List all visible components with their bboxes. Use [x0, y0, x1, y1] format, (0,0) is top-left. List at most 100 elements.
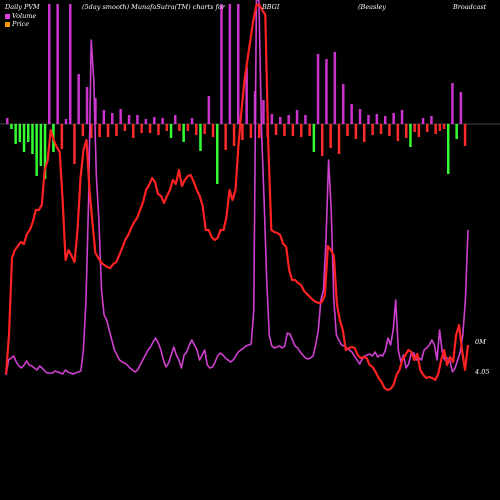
volume-bar	[455, 124, 458, 139]
volume-bar	[346, 124, 349, 136]
volume-bar	[291, 124, 295, 136]
volume-bar	[232, 124, 236, 146]
volume-bar	[14, 124, 17, 144]
volume-bar	[157, 124, 160, 135]
volume-bar	[400, 110, 404, 124]
volume-bar	[22, 124, 26, 152]
volume-bar	[375, 114, 379, 124]
volume-bar	[287, 115, 290, 124]
volume-bar	[342, 84, 345, 124]
volume-bar	[182, 124, 185, 142]
volume-bar	[153, 117, 156, 124]
volume-bar	[304, 115, 307, 124]
volume-bar	[300, 124, 303, 137]
volume-bar	[132, 124, 135, 138]
legend-volume-swatch	[5, 13, 10, 19]
volume-bar	[409, 124, 412, 147]
chart-header-mid: (5day smooth) MunafaSutra(TM) charts for	[82, 3, 225, 11]
volume-bar	[186, 124, 190, 131]
volume-bar	[241, 124, 244, 140]
price-axis-label: 4.05	[475, 368, 490, 376]
volume-bar	[237, 4, 240, 124]
volume-bar	[64, 119, 68, 124]
volume-bar	[392, 113, 395, 124]
volume-bar	[27, 124, 30, 142]
volume-bar	[48, 4, 51, 124]
volume-bar	[308, 124, 311, 136]
volume-bar	[295, 110, 299, 124]
volume-axis-label: 0M	[475, 338, 486, 346]
volume-bar	[388, 124, 391, 136]
volume-bar	[258, 124, 261, 138]
volume-bar	[69, 4, 72, 124]
volume-bar	[56, 4, 59, 124]
volume-bar	[207, 96, 211, 124]
volume-bar	[35, 124, 38, 176]
volume-bar	[463, 124, 467, 146]
volume-bar	[31, 124, 34, 154]
legend-price: Price	[5, 20, 29, 28]
volume-bar	[148, 124, 152, 133]
volume-bar	[161, 118, 164, 124]
volume-bar	[325, 59, 328, 124]
volume-bar	[199, 124, 202, 151]
volume-bar	[165, 124, 169, 131]
volume-bar	[371, 124, 374, 135]
volume-bar	[274, 124, 278, 135]
volume-bar	[136, 115, 139, 124]
volume-bar	[405, 124, 408, 138]
volume-bar	[363, 124, 366, 142]
volume-bar	[426, 124, 429, 132]
volume-bar	[73, 124, 76, 164]
volume-bar	[350, 104, 353, 124]
volume-bar	[169, 124, 173, 138]
volume-bar	[279, 117, 282, 124]
volume-bar	[421, 118, 425, 124]
volume-bar	[442, 124, 446, 129]
legend-volume: Volume	[5, 12, 36, 20]
volume-bar	[90, 124, 93, 138]
chart-header-left: Daily PVM	[5, 3, 40, 11]
volume-bar	[81, 124, 85, 136]
volume-bar	[312, 124, 316, 152]
volume-bar	[354, 124, 358, 139]
volume-bar	[178, 124, 181, 131]
volume-bar	[144, 119, 148, 124]
legend-price-swatch	[5, 21, 10, 27]
volume-bar	[85, 87, 89, 124]
volume-bar	[43, 124, 47, 179]
volume-bar	[115, 124, 118, 136]
volume-bar	[111, 113, 114, 124]
volume-bar	[123, 124, 127, 131]
volume-bar	[77, 74, 80, 124]
price-line	[4, 3, 470, 392]
chart-header-symbol: BBGI	[262, 3, 280, 11]
volume-bar	[6, 118, 9, 124]
volume-bar	[190, 118, 194, 124]
volume-bar	[438, 124, 442, 131]
volume-bar	[413, 124, 416, 132]
volume-bar	[358, 109, 362, 124]
volume-bar	[434, 124, 437, 134]
volume-bar	[39, 124, 43, 166]
volume-bar	[329, 124, 332, 148]
volume-bar	[367, 115, 370, 124]
chart-header-company-2: Broadcast	[453, 3, 487, 11]
legend-price-label: Price	[12, 20, 30, 28]
volume-bar	[106, 124, 110, 137]
volume-bar	[430, 116, 433, 124]
volume-bar	[451, 83, 454, 124]
volume-bar	[211, 124, 215, 137]
volume-bar	[245, 67, 248, 124]
volume-bar	[384, 116, 387, 124]
volume-bar	[333, 52, 337, 124]
volume-bar	[459, 92, 463, 124]
volume-bar	[216, 124, 219, 184]
volume-bar	[316, 54, 320, 124]
volume-bar	[98, 124, 101, 137]
volume-bar	[127, 115, 131, 124]
volume-bar	[220, 4, 223, 124]
volume-bar	[379, 124, 383, 134]
